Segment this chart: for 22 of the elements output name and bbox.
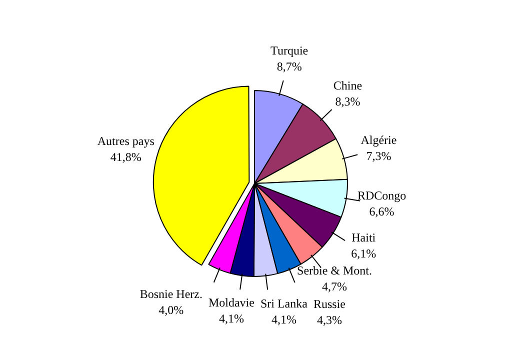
slice-label: Algérie: [360, 132, 397, 147]
data-label: 8,7%: [276, 59, 302, 74]
slice-label: Moldavie: [208, 295, 254, 310]
slice-label: Turquie: [270, 43, 308, 58]
data-label: 41,8%: [110, 150, 142, 164]
slice-label: RDCongo: [357, 188, 406, 203]
data-label: 4,3%: [316, 312, 342, 327]
data-label: 4,7%: [322, 280, 348, 294]
data-label: 7,3%: [366, 148, 392, 163]
legend-label: Serbie & Mont.: [297, 264, 372, 278]
data-label: 8,3%: [335, 94, 360, 108]
slice-label: Bosnie Herz.: [140, 286, 202, 301]
slice-label: Sri Lanka: [260, 296, 308, 311]
data-label: 4,1%: [271, 312, 296, 327]
slice-label: Haiti: [352, 230, 376, 245]
data-label: 4,0%: [158, 302, 184, 317]
slice-label: Chine: [333, 78, 362, 92]
data-label: 6,1%: [351, 246, 376, 261]
data-label: 6,6%: [369, 204, 394, 219]
slice-label: Russie: [313, 296, 346, 311]
slice-label: Autres pays: [97, 134, 155, 148]
data-label: 4,1%: [218, 311, 244, 326]
